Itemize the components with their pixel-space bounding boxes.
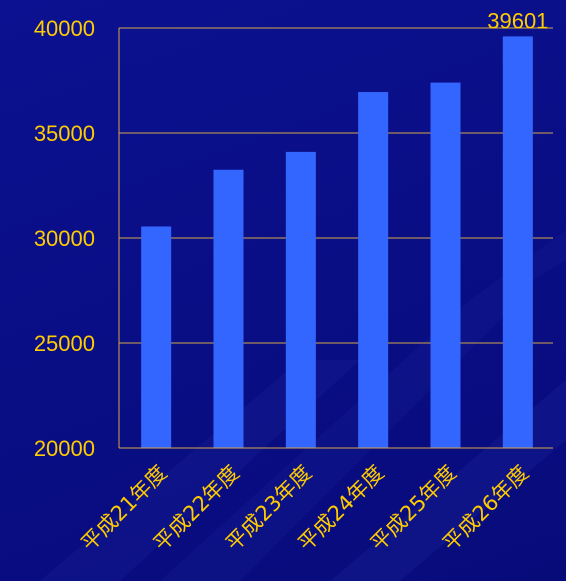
bar <box>430 82 461 448</box>
data-label: 39601 <box>487 8 548 33</box>
y-axis-tick-labels: 20000 25000 30000 35000 40000 <box>34 16 95 461</box>
y-tick-label: 25000 <box>34 331 95 356</box>
bar-series <box>141 36 533 449</box>
gridlines <box>119 27 553 344</box>
y-tick-label: 30000 <box>34 226 95 251</box>
y-tick-label: 40000 <box>34 16 95 41</box>
bar <box>285 151 316 448</box>
background-streak <box>40 360 360 581</box>
data-labels: 39601 <box>487 8 548 33</box>
bar <box>213 169 244 448</box>
y-tick-label: 35000 <box>34 121 95 146</box>
y-tick-label: 20000 <box>34 436 95 461</box>
background-streak <box>160 300 520 581</box>
bar <box>358 92 389 449</box>
bar <box>141 226 172 448</box>
axes <box>118 28 553 449</box>
bar <box>502 36 533 449</box>
